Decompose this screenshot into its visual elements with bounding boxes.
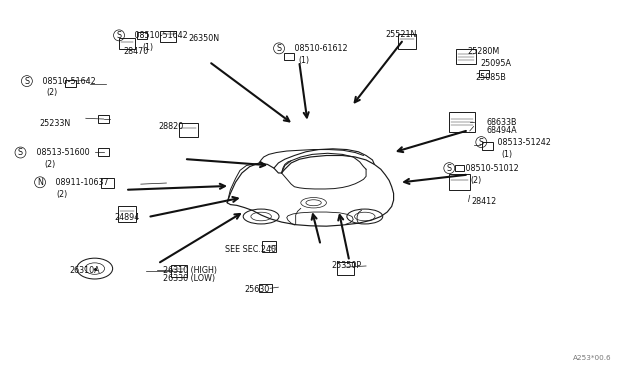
- Text: 25085B: 25085B: [475, 73, 506, 81]
- Text: 26350N: 26350N: [189, 34, 220, 43]
- Bar: [172, 265, 188, 277]
- Text: (2): (2): [45, 160, 56, 169]
- Bar: [98, 115, 109, 123]
- Text: 08510-61612: 08510-61612: [292, 44, 348, 53]
- Bar: [337, 262, 354, 275]
- Text: (2): (2): [46, 89, 58, 97]
- Bar: [262, 241, 276, 252]
- Text: 24894: 24894: [114, 213, 139, 222]
- Bar: [456, 49, 476, 64]
- Bar: [65, 80, 76, 87]
- Text: S: S: [479, 138, 484, 147]
- Text: 25233N: 25233N: [40, 119, 71, 128]
- Bar: [101, 179, 114, 187]
- Text: 68633B: 68633B: [486, 118, 517, 126]
- Text: 25095A: 25095A: [480, 60, 511, 68]
- Bar: [482, 142, 493, 150]
- Text: S: S: [116, 31, 122, 40]
- Text: A253*00.6: A253*00.6: [573, 355, 612, 361]
- Bar: [98, 148, 109, 156]
- Bar: [449, 174, 470, 190]
- Text: N: N: [37, 178, 43, 187]
- Text: 08510-51642: 08510-51642: [40, 77, 96, 86]
- Text: 28470: 28470: [123, 47, 148, 56]
- Bar: [118, 205, 136, 222]
- Text: 25521N: 25521N: [385, 30, 417, 39]
- Text: 26310 (HIGH): 26310 (HIGH): [163, 266, 217, 275]
- Bar: [284, 53, 294, 60]
- Text: 28412: 28412: [471, 197, 496, 206]
- Text: 25350P: 25350P: [332, 262, 362, 270]
- Text: (1): (1): [502, 150, 513, 159]
- Text: 08513-51600: 08513-51600: [34, 148, 90, 157]
- Text: 08513-51242: 08513-51242: [495, 138, 550, 147]
- Text: 26330 (LOW): 26330 (LOW): [163, 275, 215, 283]
- Text: SEE SEC.240: SEE SEC.240: [225, 245, 276, 254]
- Text: (2): (2): [470, 176, 482, 185]
- Text: 26310A: 26310A: [69, 266, 100, 275]
- Bar: [179, 123, 198, 137]
- Bar: [160, 31, 175, 42]
- Text: (1): (1): [142, 43, 153, 52]
- Bar: [119, 38, 135, 49]
- Bar: [398, 34, 416, 49]
- Text: S: S: [24, 77, 29, 86]
- Bar: [455, 165, 465, 171]
- Bar: [138, 32, 147, 39]
- Text: 08911-10637: 08911-10637: [53, 178, 109, 187]
- Bar: [449, 112, 475, 132]
- Text: (1): (1): [298, 56, 309, 65]
- Text: 28820: 28820: [159, 122, 184, 131]
- Bar: [479, 70, 489, 77]
- Text: 08510-51642: 08510-51642: [132, 31, 188, 40]
- Text: 68494A: 68494A: [486, 126, 517, 135]
- Bar: [259, 284, 272, 292]
- Text: S: S: [276, 44, 282, 53]
- Text: 08510-51012: 08510-51012: [463, 164, 518, 173]
- Text: 25630: 25630: [244, 285, 269, 294]
- Text: 25280M: 25280M: [467, 47, 499, 56]
- Text: S: S: [18, 148, 23, 157]
- Text: S: S: [447, 164, 452, 173]
- Text: (2): (2): [56, 190, 68, 199]
